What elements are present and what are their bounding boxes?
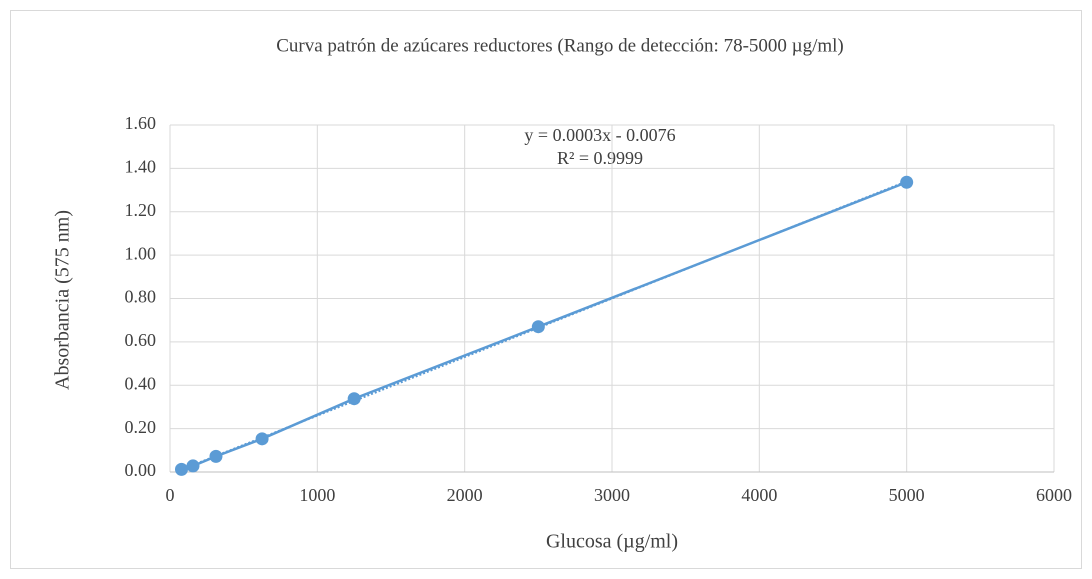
y-tick-label: 0.40 — [125, 373, 157, 393]
marker — [255, 432, 269, 446]
y-tick-label: 0.00 — [125, 460, 157, 480]
chart-title: Curva patrón de azúcares reductores (Ran… — [276, 35, 844, 56]
x-tick-label: 2000 — [447, 485, 483, 505]
marker — [900, 175, 914, 189]
y-tick-label: 1.00 — [125, 243, 157, 263]
x-tick-label: 6000 — [1036, 485, 1072, 505]
x-axis-title: Glucosa (µg/ml) — [546, 531, 678, 553]
x-tick-label: 4000 — [741, 485, 777, 505]
x-tick-label: 5000 — [889, 485, 925, 505]
marker — [186, 459, 200, 473]
marker — [209, 449, 223, 463]
x-tick-label: 1000 — [299, 485, 335, 505]
y-tick-label: 1.20 — [125, 200, 157, 220]
y-tick-label: 0.60 — [125, 330, 157, 350]
chart-border — [10, 10, 1082, 569]
trendline-r2: R² = 0.9999 — [557, 148, 643, 168]
y-tick-label: 1.60 — [125, 113, 157, 133]
marker — [531, 320, 545, 334]
x-tick-label: 0 — [166, 485, 175, 505]
marker — [347, 392, 361, 406]
y-tick-label: 0.20 — [125, 417, 157, 437]
y-axis-title: Absorbancia (575 nm) — [52, 210, 74, 390]
y-tick-label: 0.80 — [125, 287, 157, 307]
trendline-equation: y = 0.0003x - 0.0076 — [524, 125, 675, 145]
marker — [174, 462, 188, 476]
x-tick-label: 3000 — [594, 485, 630, 505]
y-tick-label: 1.40 — [125, 157, 157, 177]
